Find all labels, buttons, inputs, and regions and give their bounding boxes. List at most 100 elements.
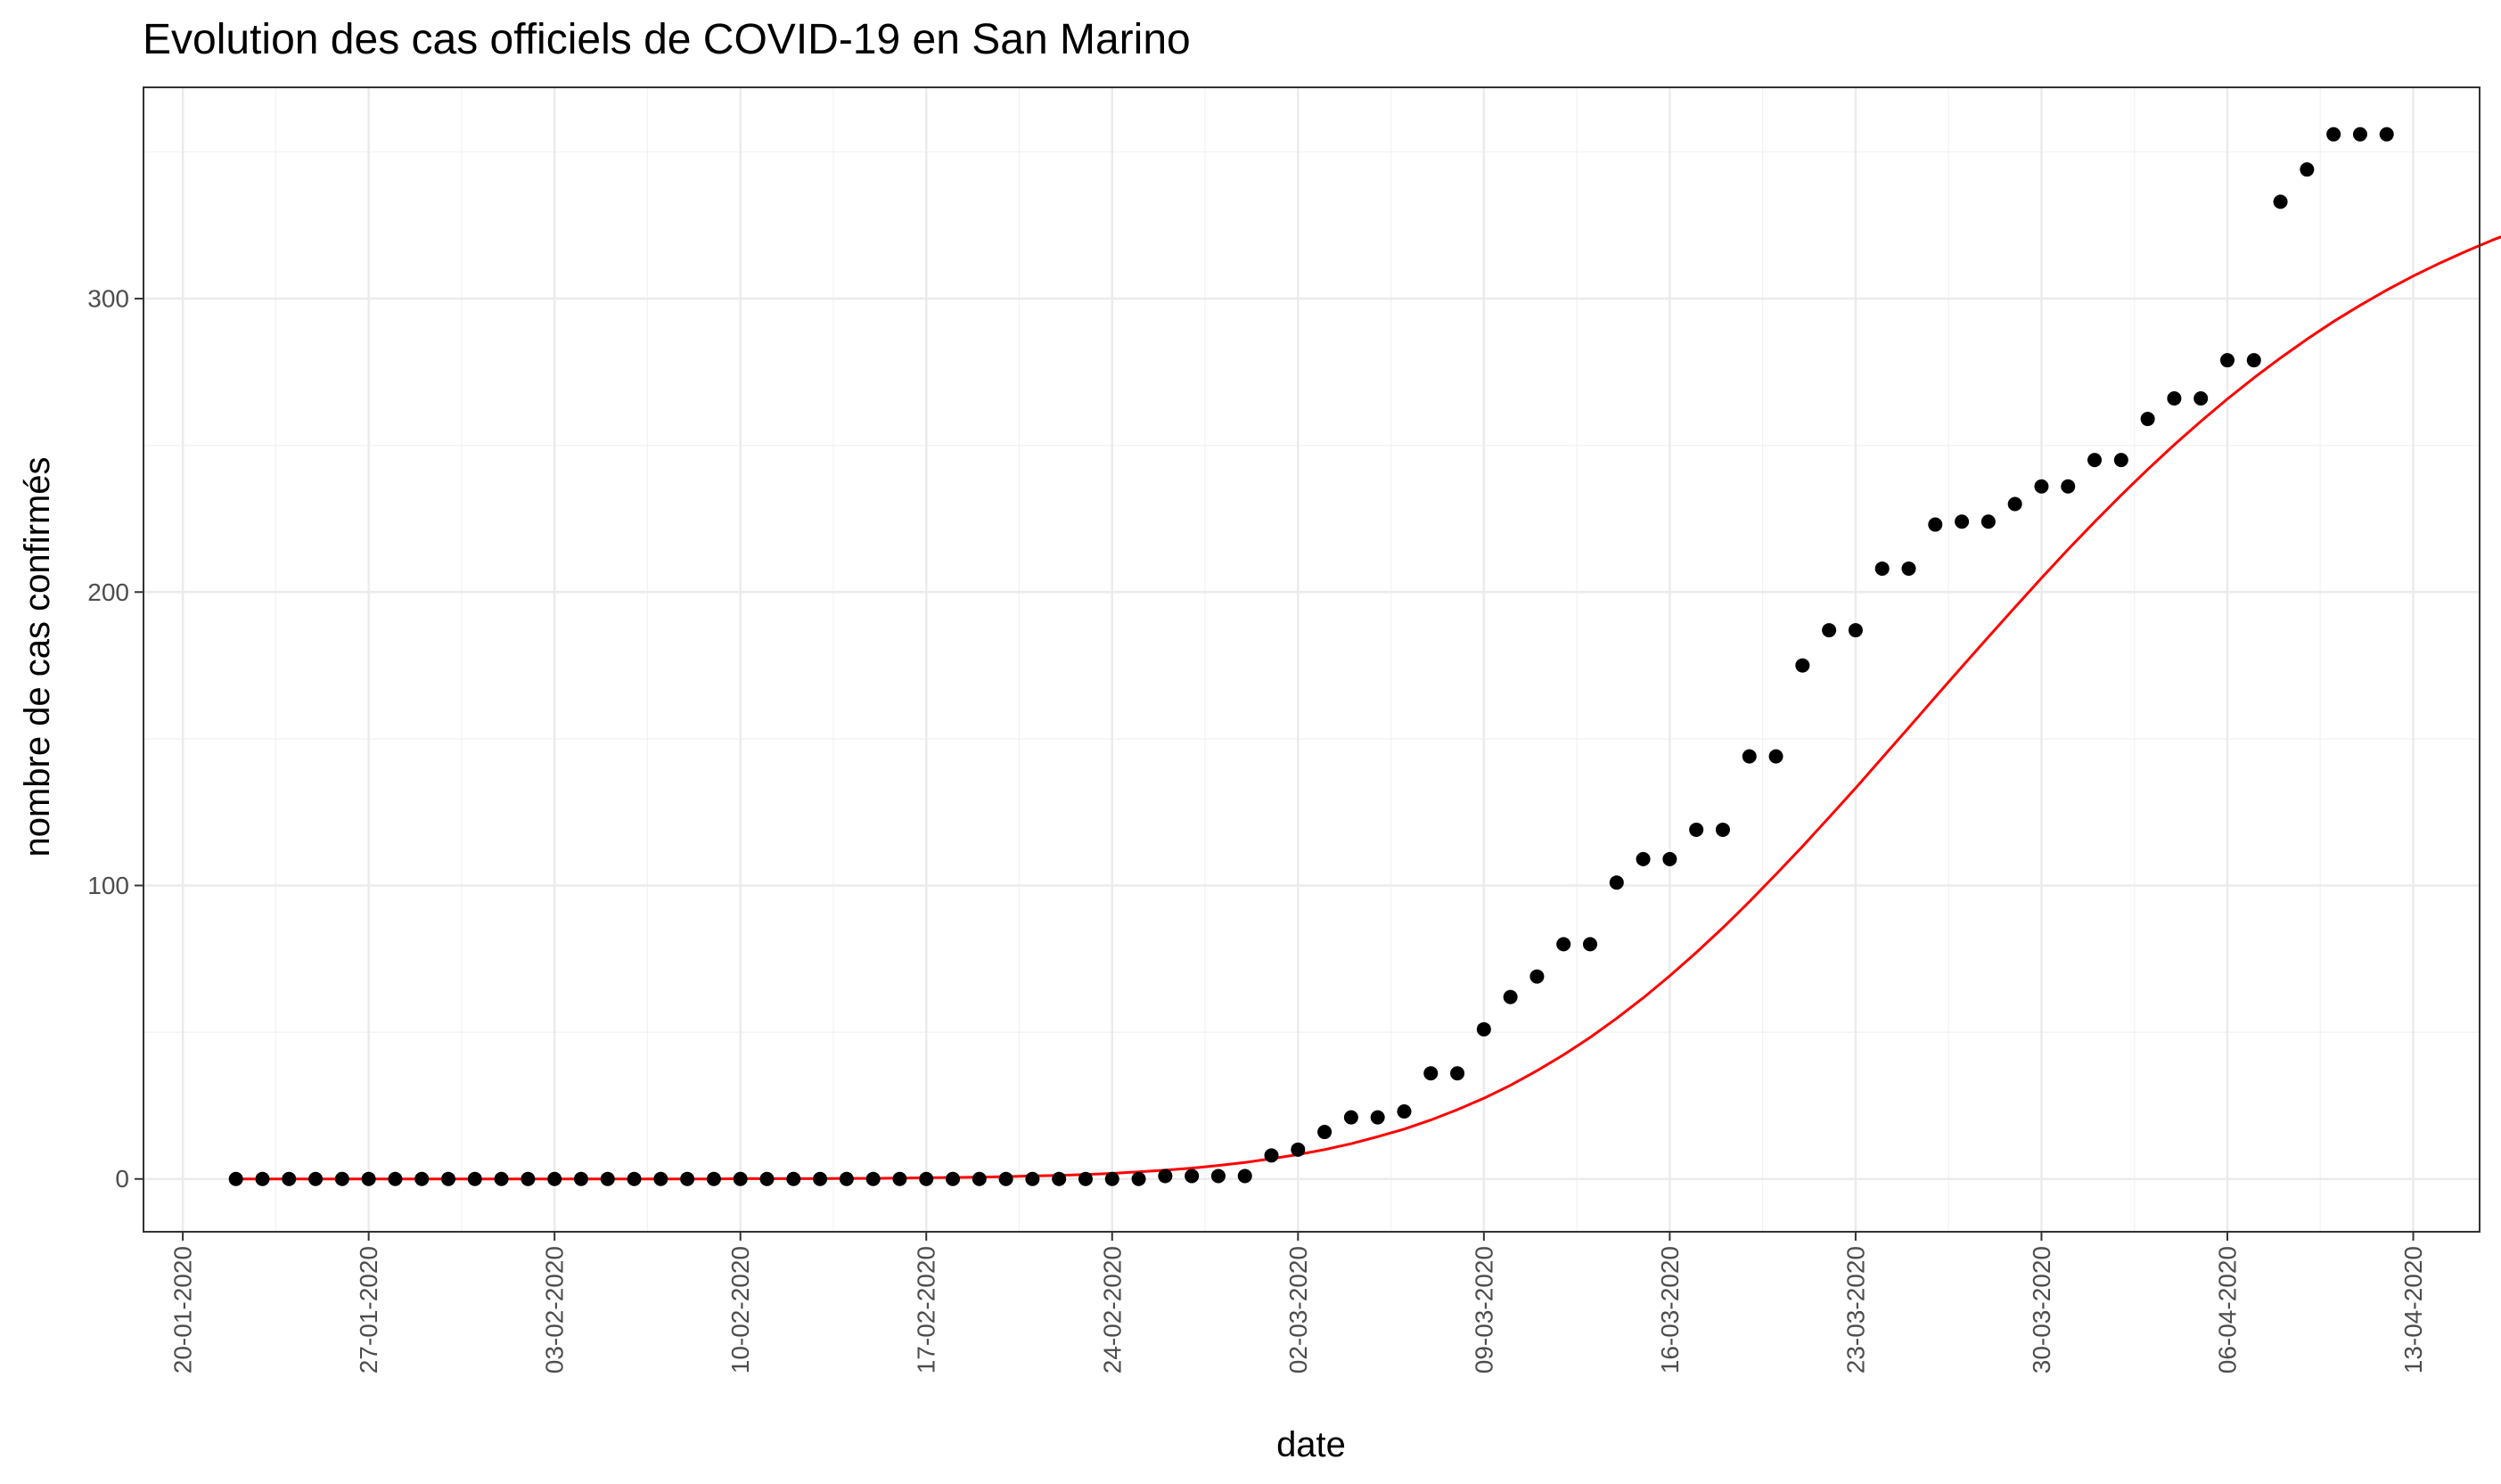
x-tick-label: 16-03-2020 <box>1656 1246 1684 1373</box>
data-point <box>1529 969 1545 984</box>
data-point <box>2219 353 2234 368</box>
data-point <box>706 1171 721 1186</box>
data-point <box>1450 1066 1465 1081</box>
data-point <box>813 1171 828 1186</box>
y-axis-title: nombre de cas confirmés <box>18 456 57 857</box>
data-point <box>1715 822 1730 837</box>
data-point <box>1556 937 1571 952</box>
data-point <box>1210 1168 1226 1184</box>
minor-gridlines <box>144 87 2480 1232</box>
x-tick-label: 27-01-2020 <box>355 1246 382 1373</box>
data-point <box>1901 561 1916 576</box>
data-point <box>2352 127 2367 142</box>
data-point <box>308 1171 324 1186</box>
x-tick-label: 06-04-2020 <box>2213 1246 2241 1373</box>
data-point <box>733 1171 748 1186</box>
data-point <box>1052 1171 1067 1186</box>
x-axis: 20-01-2020 27-01-2020 03-02-2020 10-02-2020… <box>169 1232 2427 1373</box>
data-point <box>361 1171 376 1186</box>
data-point <box>1955 514 1970 529</box>
y-tick-label: 200 <box>87 578 129 606</box>
data-point <box>2379 127 2394 142</box>
data-point <box>1609 875 1624 890</box>
data-point <box>972 1171 987 1186</box>
data-point <box>919 1171 934 1186</box>
data-point <box>282 1171 297 1186</box>
data-point <box>1131 1171 1146 1186</box>
data-point <box>440 1171 455 1186</box>
data-point <box>1848 623 1863 638</box>
data-point <box>1503 989 1518 1004</box>
fitted-curve-layer <box>235 235 2501 1181</box>
data-point <box>1370 1110 1385 1125</box>
y-tick-label: 0 <box>115 1165 129 1193</box>
data-point <box>228 1171 243 1186</box>
data-point <box>1768 749 1784 764</box>
data-point <box>1928 517 1943 532</box>
data-point <box>680 1171 695 1186</box>
data-point <box>1317 1125 1332 1140</box>
data-point <box>1104 1171 1119 1186</box>
data-point <box>2061 479 2076 494</box>
data-point <box>494 1171 509 1186</box>
x-tick-label: 13-04-2020 <box>2399 1246 2427 1373</box>
x-tick-label: 30-03-2020 <box>2028 1246 2055 1373</box>
data-point <box>998 1171 1013 1186</box>
data-point <box>547 1171 562 1186</box>
x-tick-label: 23-03-2020 <box>1841 1246 1869 1373</box>
x-tick-label: 03-02-2020 <box>541 1246 569 1373</box>
data-point <box>1158 1168 1173 1184</box>
data-point <box>946 1171 961 1186</box>
data-point <box>1078 1171 1093 1186</box>
data-point <box>839 1171 854 1186</box>
data-point <box>892 1171 907 1186</box>
data-point <box>653 1171 668 1186</box>
data-point <box>2326 127 2341 142</box>
plot-panel-border <box>143 86 2480 1233</box>
x-axis-title: date <box>1276 1425 1346 1464</box>
data-point <box>2300 162 2315 177</box>
data-point <box>521 1171 536 1186</box>
x-tick-label: 10-02-2020 <box>726 1246 754 1373</box>
x-tick-label: 09-03-2020 <box>1470 1246 1497 1373</box>
data-point <box>627 1171 642 1186</box>
data-point <box>759 1171 775 1186</box>
y-tick-label: 300 <box>87 285 129 313</box>
data-point <box>1343 1110 1358 1125</box>
data-point <box>1583 937 1598 952</box>
data-point <box>1237 1168 1252 1184</box>
data-point <box>255 1171 270 1186</box>
data-point <box>467 1171 482 1186</box>
data-point <box>1795 658 1810 673</box>
data-point <box>865 1171 881 1186</box>
data-point <box>1025 1171 1040 1186</box>
y-tick-label: 100 <box>87 872 129 899</box>
data-point <box>414 1171 430 1186</box>
y-axis: 0 100 200 300 <box>87 285 144 1193</box>
x-tick-label: 20-01-2020 <box>169 1246 197 1373</box>
x-tick-label: 17-02-2020 <box>913 1246 940 1373</box>
data-point <box>388 1171 403 1186</box>
data-point <box>2140 412 2155 427</box>
major-gridlines <box>144 87 2480 1232</box>
data-point <box>2087 453 2103 468</box>
data-point <box>2273 194 2288 209</box>
data-point <box>786 1171 801 1186</box>
data-point <box>2167 390 2182 406</box>
data-point <box>2246 353 2261 368</box>
data-point <box>2194 390 2209 406</box>
data-point <box>1662 851 1677 866</box>
data-point <box>1636 851 1651 866</box>
data-point <box>1185 1168 1200 1184</box>
fitted-curve-line <box>235 235 2501 1181</box>
data-point <box>1742 749 1757 764</box>
data-points-layer <box>228 127 2394 1186</box>
data-point <box>2113 453 2128 468</box>
data-point <box>1291 1142 1306 1157</box>
data-point <box>600 1171 615 1186</box>
data-point <box>1980 514 1996 529</box>
data-point <box>1689 822 1704 837</box>
chart-title: Evolution des cas officiels de COVID-19 … <box>143 16 1191 63</box>
data-point <box>1476 1021 1491 1037</box>
